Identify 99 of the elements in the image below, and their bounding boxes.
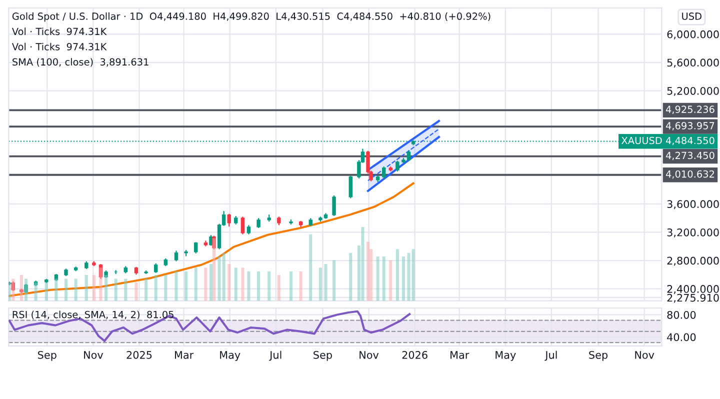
y-tick-label: 5,200.000: [667, 86, 719, 96]
x-tick-label: Mar: [174, 351, 194, 359]
bar: [99, 268, 102, 301]
bar: [44, 282, 48, 301]
bar: [412, 249, 415, 301]
bar: [92, 275, 96, 301]
candlestick: [174, 250, 178, 262]
bar: [218, 256, 221, 301]
bar: [396, 249, 399, 301]
ref-line-label: 4,925.236: [666, 106, 714, 114]
bar: [184, 271, 188, 301]
candlestick: [194, 242, 198, 254]
bar: [402, 256, 405, 301]
candlestick: [332, 194, 336, 217]
bar: [154, 275, 158, 301]
annotation: Vol · Ticks 974.31K: [12, 42, 107, 50]
bar: [114, 278, 118, 301]
ref-line-label: 4,693.957: [666, 122, 714, 130]
bar: [382, 256, 386, 301]
bar: [204, 268, 208, 301]
bar: [349, 252, 352, 301]
bar: [361, 227, 364, 301]
bar: [34, 282, 38, 301]
bar: [20, 275, 23, 301]
bar: [124, 278, 128, 301]
y-axis-title: USD: [682, 12, 702, 20]
bar: [241, 268, 244, 301]
candlestick: [154, 262, 158, 274]
bar: [134, 282, 138, 301]
bar: [12, 278, 15, 301]
bar: [318, 268, 322, 301]
candlestick: [382, 166, 386, 180]
bar: [164, 275, 168, 301]
candlestick: [212, 235, 216, 250]
x-tick-label: Jul: [544, 350, 557, 361]
bar: [257, 271, 260, 301]
bar: [289, 271, 293, 301]
y-tick-label: 40.00: [667, 333, 696, 342]
bar: [268, 271, 271, 301]
bar: [357, 245, 360, 301]
y-tick-label: 80.00: [667, 310, 696, 319]
ref-line-label: 4,010.632: [666, 170, 714, 179]
annotation: Vol · Ticks 974.31K: [12, 28, 107, 36]
bar: [247, 271, 250, 301]
y-tick-label: 2,800.000: [667, 256, 719, 266]
bar: [309, 234, 312, 301]
annotation: Gold Spot / U.S. Dollar · 1D O4,449.180 H4,499.820 L4,430.515 C4,484.550 +40.810 (+0.92%): [12, 12, 490, 22]
line-series: [8, 310, 411, 342]
bar: [74, 278, 78, 301]
candlestick: [240, 216, 245, 235]
x-tick-label: May: [496, 351, 516, 361]
bar: [332, 260, 336, 301]
x-tick-label: Jul: [269, 350, 282, 361]
x-tick-label: Sep: [38, 350, 56, 361]
bar: [104, 275, 108, 301]
candlestick: [348, 175, 352, 199]
y-tick-label: 2,275.910: [667, 294, 719, 303]
bar: [366, 242, 370, 301]
bar: [370, 249, 373, 301]
y-tick-label: 2,400.000: [667, 285, 719, 294]
bar: [277, 275, 280, 301]
bar: [222, 252, 226, 301]
x-tick-label: Sep: [589, 350, 608, 361]
bar: [228, 264, 231, 301]
bar: [324, 264, 328, 301]
bar: [299, 271, 302, 301]
x-tick-label: May: [220, 351, 240, 361]
bar: [389, 260, 392, 301]
candlestick: [256, 218, 260, 229]
bar: [64, 278, 68, 301]
candlestick: [396, 160, 400, 172]
annotation: SMA (100, close) 3,891.631: [12, 58, 148, 67]
bar: [24, 278, 28, 301]
y-tick-label: 5,600.000: [667, 58, 719, 68]
y-tick-label: 3,600.000: [667, 200, 719, 210]
bar: [234, 268, 238, 301]
y-tick-label: 6,000.000: [667, 30, 719, 40]
x-tick-label: Sep: [314, 350, 332, 361]
x-tick-label: Mar: [450, 351, 470, 359]
ref-line-label: XAUUSD 4,484.550: [621, 136, 714, 146]
annotation: RSI (14, close, SMA, 14, 2) 81.05: [12, 310, 174, 320]
bar: [54, 278, 58, 301]
bar: [144, 278, 148, 301]
x-tick-label: Nov: [635, 351, 654, 359]
bar: [209, 264, 212, 301]
bar: [84, 275, 88, 301]
x-tick-label: 2026: [402, 350, 428, 359]
bar: [376, 256, 380, 301]
bar: [212, 238, 216, 301]
bar: [194, 268, 198, 301]
candlestick: [246, 224, 251, 235]
ref-line-label: 4,273.450: [666, 152, 714, 160]
candlestick: [227, 213, 231, 228]
x-tick-label: 2025: [126, 350, 152, 359]
y-tick-label: 3,200.000: [667, 228, 719, 238]
x-tick-label: Nov: [360, 351, 379, 359]
bar: [174, 271, 178, 301]
x-tick-label: Nov: [84, 351, 104, 359]
bar: [407, 252, 410, 301]
